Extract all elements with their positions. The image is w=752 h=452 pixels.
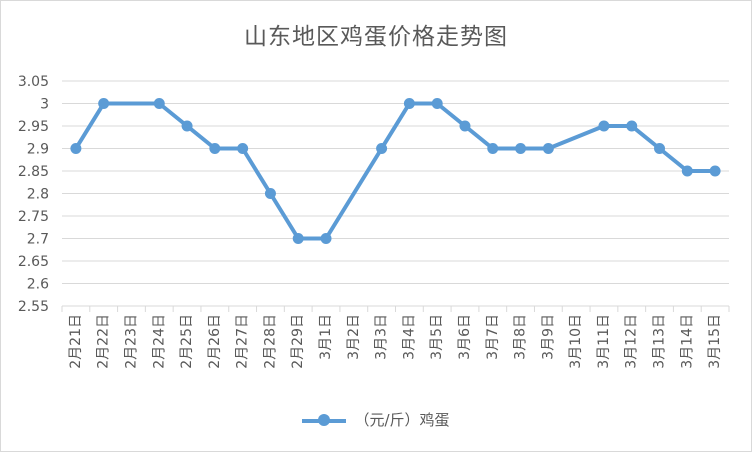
data-point xyxy=(153,98,165,109)
x-tick-label: 3月3日 xyxy=(374,314,390,360)
legend: （元/斤）鸡蛋 xyxy=(1,409,751,430)
x-tick-label: 3月6日 xyxy=(457,314,473,360)
data-point xyxy=(209,143,221,154)
x-tick-label: 2月29日 xyxy=(290,314,306,369)
x-tick-label: 3月13日 xyxy=(652,314,668,369)
data-point xyxy=(181,120,193,132)
data-point xyxy=(320,233,332,244)
data-point xyxy=(264,188,276,199)
y-tick-label: 2.75 xyxy=(18,209,49,225)
y-tick-label: 2.6 xyxy=(27,277,49,293)
x-tick-label: 2月22日 xyxy=(96,314,112,369)
data-point xyxy=(542,143,554,154)
data-point xyxy=(626,120,638,132)
data-point xyxy=(403,98,415,109)
x-tick-label: 2月25日 xyxy=(179,314,195,369)
x-tick-label: 3月12日 xyxy=(624,314,640,369)
legend-label: （元/斤）鸡蛋 xyxy=(354,411,450,429)
x-tick-label: 3月11日 xyxy=(596,314,612,369)
y-tick-label: 3 xyxy=(40,97,49,113)
data-point xyxy=(70,143,82,154)
x-tick-label: 3月7日 xyxy=(485,314,501,360)
y-tick-label: 2.7 xyxy=(27,232,49,248)
x-tick-label: 2月27日 xyxy=(235,314,251,369)
chart-title: 山东地区鸡蛋价格走势图 xyxy=(244,24,508,50)
y-tick-label: 2.65 xyxy=(18,254,49,270)
x-tick-label: 3月15日 xyxy=(707,314,723,369)
y-tick-label: 2.85 xyxy=(18,164,49,180)
data-point xyxy=(98,98,110,109)
data-point xyxy=(431,98,443,109)
x-tick-label: 3月5日 xyxy=(429,314,445,360)
y-tick-label: 3.05 xyxy=(18,74,49,90)
x-tick-label: 3月8日 xyxy=(513,314,529,360)
x-tick-label: 3月9日 xyxy=(540,314,556,360)
data-point xyxy=(459,120,471,132)
data-point xyxy=(598,120,610,132)
y-tick-label: 2.55 xyxy=(18,299,49,315)
x-tick-label: 3月1日 xyxy=(318,314,334,360)
data-point xyxy=(292,233,304,244)
data-point xyxy=(515,143,527,154)
x-tick-label: 2月28日 xyxy=(262,314,278,369)
data-point xyxy=(237,143,249,154)
legend-swatch xyxy=(302,413,347,427)
y-tick-label: 2.95 xyxy=(18,119,49,135)
x-tick-label: 2月21日 xyxy=(68,314,84,369)
x-tick-label: 2月24日 xyxy=(151,314,167,369)
y-tick-label: 2.9 xyxy=(27,142,49,158)
data-point xyxy=(681,165,693,177)
x-tick-label: 3月14日 xyxy=(679,314,695,369)
x-tick-label: 3月4日 xyxy=(401,314,417,360)
data-point xyxy=(487,143,499,154)
data-point xyxy=(654,143,666,154)
data-point xyxy=(376,143,388,154)
x-tick-label: 2月23日 xyxy=(123,314,139,369)
x-tick-label: 3月2日 xyxy=(346,314,362,360)
data-point xyxy=(709,165,721,177)
x-tick-label: 2月26日 xyxy=(207,314,223,369)
x-tick-label: 3月10日 xyxy=(568,314,584,369)
y-tick-label: 2.8 xyxy=(27,187,49,203)
